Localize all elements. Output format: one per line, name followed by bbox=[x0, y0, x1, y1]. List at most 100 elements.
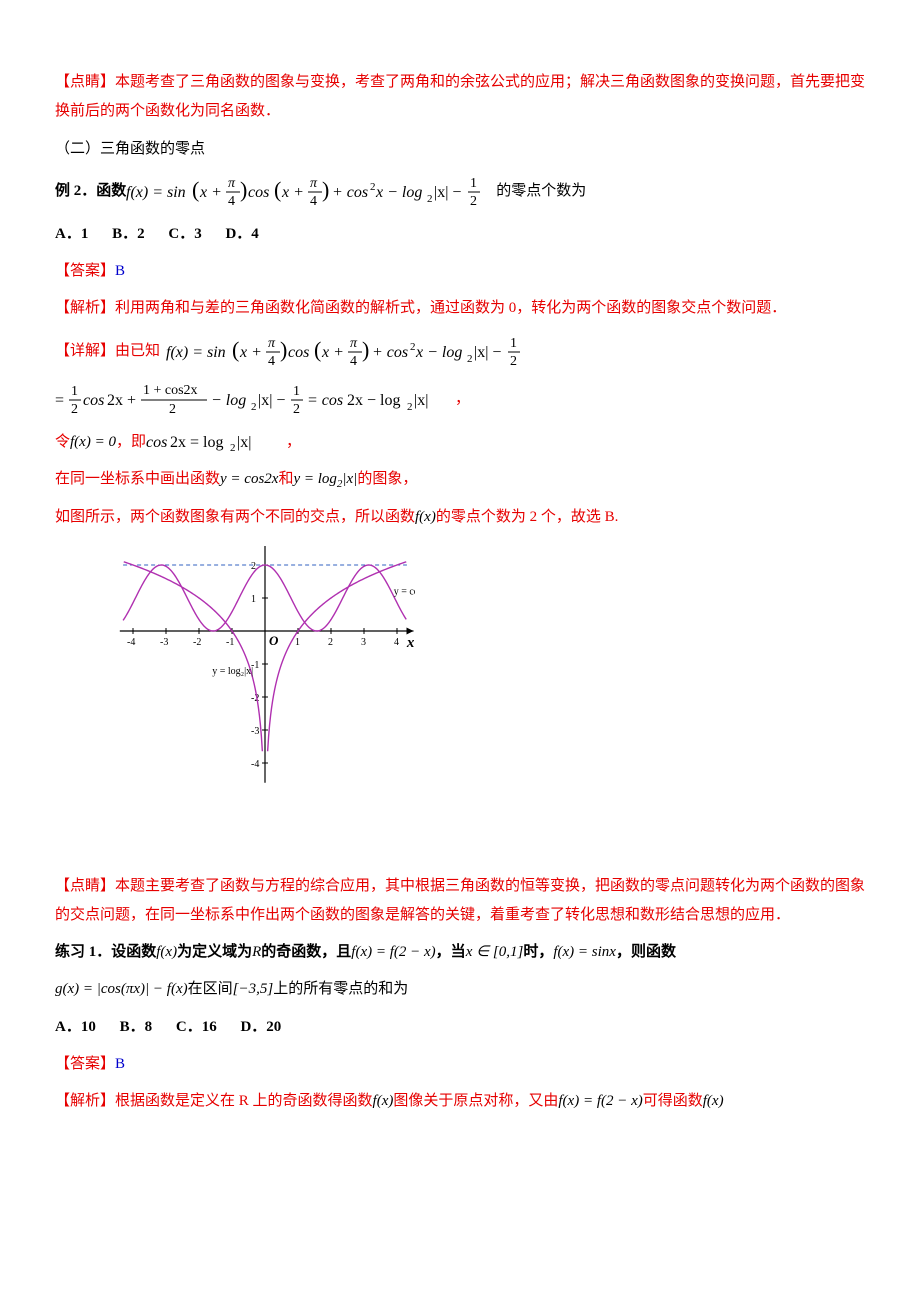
svg-text:2: 2 bbox=[328, 637, 333, 648]
svg-text:π: π bbox=[228, 176, 236, 191]
svg-text:2: 2 bbox=[169, 402, 176, 417]
svg-text:+ cos: + cos bbox=[332, 184, 368, 201]
svg-text:|x|: |x| bbox=[237, 434, 251, 451]
practice-1-stem: 练习 1．设函数 f(x) 为定义域为 R 的奇函数，且 f(x) = f(2 … bbox=[55, 938, 865, 967]
answer-2: 【答案】B bbox=[55, 1050, 865, 1079]
svg-text:=: = bbox=[55, 392, 64, 409]
svg-text:cos: cos bbox=[248, 184, 269, 201]
svg-text:= cos: = cos bbox=[307, 392, 343, 409]
svg-text:x +: x + bbox=[321, 344, 344, 361]
svg-text:): ) bbox=[322, 177, 329, 202]
ling-prefix: 令 bbox=[55, 428, 70, 457]
ex2-prefix: 例 2．函数 bbox=[55, 177, 126, 206]
rutu-prefix: 如图所示，两个函数图象有两个不同的交点，所以函数 bbox=[55, 503, 415, 532]
svg-text:1: 1 bbox=[295, 637, 300, 648]
svg-text:y = cos 2x: y = cos 2x bbox=[394, 587, 415, 598]
svg-text:2: 2 bbox=[470, 194, 477, 209]
jiexi2-a: 根据函数是定义在 R 上的奇函数得函数 bbox=[115, 1087, 373, 1116]
svg-text:1: 1 bbox=[470, 176, 477, 191]
xiangjie-formula-2: = 1 2 cos 2x + 1 + cos2x 2 − log 2 |x| −… bbox=[55, 380, 455, 420]
svg-text:− log: − log bbox=[211, 392, 246, 409]
svg-text:cos: cos bbox=[146, 434, 167, 451]
svg-text:π: π bbox=[310, 176, 318, 191]
svg-text:2x +: 2x + bbox=[107, 392, 136, 409]
svg-text:2: 2 bbox=[427, 193, 433, 205]
svg-text:|x| −: |x| − bbox=[474, 344, 501, 361]
svg-text:1: 1 bbox=[251, 594, 256, 605]
svg-text:(: ( bbox=[274, 177, 281, 202]
jiexi-1: 【解析】利用两角和与差的三角函数化简函数的解析式，通过函数为 0，转化为两个函数… bbox=[55, 294, 865, 323]
ex2-options: A．1 B．2 C．3 D．4 bbox=[55, 220, 865, 249]
svg-text:4: 4 bbox=[310, 194, 317, 209]
zai-mid: 和 bbox=[278, 465, 293, 494]
ex2-suffix: 的零点个数为 bbox=[496, 177, 586, 206]
svg-text:y = log₂|x|: y = log₂|x| bbox=[212, 666, 253, 677]
svg-text:f(x) = sin: f(x) = sin bbox=[126, 184, 186, 201]
pr1-opt-d: D．20 bbox=[240, 1019, 281, 1035]
svg-text:2x − log: 2x − log bbox=[347, 392, 400, 409]
zai-suffix: 的图象， bbox=[357, 465, 417, 494]
ling-mid: ，即 bbox=[116, 428, 146, 457]
pr1-opt-b: B．8 bbox=[120, 1019, 153, 1035]
jiexi-text: 利用两角和与差的三角函数化简函数的解析式，通过函数为 0，转化为两个函数的图象交… bbox=[115, 300, 786, 316]
pr1-opt-c: C．16 bbox=[176, 1019, 217, 1035]
pr1-g: 上的所有零点的和为 bbox=[273, 975, 408, 1004]
svg-text:(: ( bbox=[232, 337, 239, 362]
svg-text:2: 2 bbox=[293, 402, 300, 417]
jiexi2-b: 图像关于原点对称，又由 bbox=[393, 1087, 558, 1116]
pr1-gx: g(x) = |cos(πx)| − f(x) bbox=[55, 975, 188, 1004]
svg-text:2x = log: 2x = log bbox=[170, 434, 223, 451]
xiangjie-lead: 由已知 bbox=[115, 337, 160, 366]
svg-text:x − log: x − log bbox=[375, 184, 422, 201]
chart-container: -4-3-2-11234-4-3-2-1123Oxy = cos 2xy = l… bbox=[105, 546, 865, 857]
pr1-opt-a: A．10 bbox=[55, 1019, 96, 1035]
rutu-mid: 的零点个数为 2 个，故选 B. bbox=[436, 503, 619, 532]
pr1-c: ，当 bbox=[436, 938, 466, 967]
jiexi-label-2: 【解析】 bbox=[55, 1087, 115, 1116]
chart-svg: -4-3-2-11234-4-3-2-1123Oxy = cos 2xy = l… bbox=[105, 546, 415, 846]
pr1-R: R bbox=[252, 938, 261, 967]
svg-text:|x| −: |x| − bbox=[434, 184, 461, 201]
svg-text:): ) bbox=[280, 337, 287, 362]
ex2-opt-c: C．3 bbox=[168, 226, 201, 242]
ling-formula: cos 2x = log 2 |x| bbox=[146, 431, 286, 453]
pr1-sin: f(x) = sinx bbox=[553, 938, 616, 967]
svg-text:2: 2 bbox=[467, 353, 473, 365]
svg-text:2: 2 bbox=[370, 181, 376, 193]
svg-text:x: x bbox=[406, 635, 415, 651]
ling-line: 令 f(x) = 0 ，即 cos 2x = log 2 |x| ， bbox=[55, 428, 865, 457]
ex2-opt-a: A．1 bbox=[55, 226, 88, 242]
svg-text:2: 2 bbox=[510, 354, 517, 369]
pr1-f: 在区间 bbox=[188, 975, 233, 1004]
svg-text:1: 1 bbox=[510, 336, 517, 351]
ling-eq: f(x) = 0 bbox=[70, 428, 116, 457]
pr1-b: 的奇函数，且 bbox=[261, 938, 351, 967]
svg-text:3: 3 bbox=[361, 637, 366, 648]
svg-text:-4: -4 bbox=[127, 637, 135, 648]
pr1-d: 时， bbox=[523, 938, 553, 967]
answer-label: 【答案】 bbox=[55, 263, 115, 279]
practice-1-stem-2: g(x) = |cos(πx)| − f(x) 在区间 [−3,5] 上的所有零… bbox=[55, 975, 865, 1004]
svg-text:x +: x + bbox=[281, 184, 304, 201]
pr1-e: ，则函数 bbox=[616, 938, 676, 967]
answer-value: B bbox=[115, 263, 125, 279]
jiexi-label: 【解析】 bbox=[55, 300, 115, 316]
svg-text:-4: -4 bbox=[251, 759, 259, 770]
svg-text:2: 2 bbox=[71, 402, 78, 417]
svg-text:1 + cos2x: 1 + cos2x bbox=[143, 383, 198, 398]
svg-text:|x| −: |x| − bbox=[258, 392, 285, 409]
rutu-line: 如图所示，两个函数图象有两个不同的交点，所以函数 f(x) 的零点个数为 2 个… bbox=[55, 503, 865, 532]
svg-text:-3: -3 bbox=[251, 726, 259, 737]
svg-text:2: 2 bbox=[407, 401, 413, 413]
answer-1: 【答案】B bbox=[55, 257, 865, 286]
comment-2: 【点睛】本题主要考查了函数与方程的综合应用，其中根据三角函数的恒等变换，把函数的… bbox=[55, 872, 865, 931]
svg-text:(: ( bbox=[192, 177, 199, 202]
xiangjie-formula-1: f(x) = sin ( x + π 4 ) cos ( x + π 4 ) +… bbox=[160, 332, 540, 372]
jiexi2-eq: f(x) = f(2 − x) bbox=[558, 1087, 642, 1116]
example-2-stem: 例 2．函数 f(x) = sin ( x + π 4 ) cos ( x + … bbox=[55, 172, 865, 212]
comma-2: ， bbox=[286, 428, 301, 457]
answer-label-2: 【答案】 bbox=[55, 1056, 115, 1072]
svg-text:x +: x + bbox=[199, 184, 222, 201]
svg-text:x +: x + bbox=[239, 344, 262, 361]
svg-text:cos: cos bbox=[288, 344, 309, 361]
